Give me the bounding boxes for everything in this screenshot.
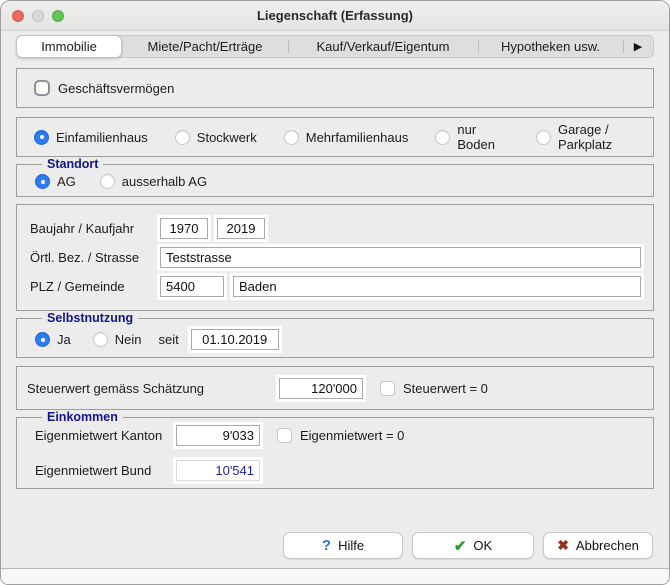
strasse-input[interactable] — [160, 247, 641, 268]
eigenmietwert-null-label: Eigenmietwert = 0 — [300, 428, 405, 443]
title-bar: Liegenschaft (Erfassung) — [1, 1, 669, 31]
help-icon: ? — [321, 537, 332, 554]
steuerwert-null-checkbox-group[interactable]: Steuerwert = 0 — [380, 380, 488, 396]
radio-icon — [283, 129, 299, 145]
steuerwert-panel: Steuerwert gemäss Schätzung Steuerwert =… — [16, 366, 654, 410]
plz-input[interactable] — [160, 276, 224, 297]
eigenmietwert-bund-value — [176, 460, 260, 481]
plz-gemeinde-label: PLZ / Gemeinde — [30, 279, 125, 294]
cancel-button[interactable]: ✖ Abbrechen — [543, 532, 653, 559]
minimize-window-icon[interactable] — [32, 10, 44, 22]
help-button[interactable]: ? Hilfe — [283, 532, 403, 559]
geschaeftsvermoegen-label: Geschäftsvermögen — [58, 80, 175, 96]
radio-selected-icon — [35, 332, 50, 347]
radio-icon — [99, 174, 115, 189]
radio-ag[interactable]: AG — [35, 174, 76, 189]
einkommen-group: Einkommen Eigenmietwert Kanton Eigenmiet… — [16, 410, 654, 489]
tab-immobilie[interactable]: Immobilie — [16, 35, 122, 58]
tab-miete-pacht-ertraege[interactable]: Miete/Pacht/Erträge — [147, 39, 263, 54]
eigenmietwert-bund-label: Eigenmietwert Bund — [35, 463, 152, 478]
geschaeftsvermoegen-checkbox[interactable] — [34, 80, 50, 96]
steuerwert-label: Steuerwert gemäss Schätzung — [27, 380, 205, 396]
steuerwert-null-label: Steuerwert = 0 — [403, 380, 488, 396]
radio-einfamilienhaus[interactable]: Einfamilienhaus — [34, 129, 148, 145]
traffic-lights — [12, 10, 64, 22]
radio-garage-parkplatz[interactable]: Garage / Parkplatz — [535, 122, 653, 152]
radio-nur-boden[interactable]: nur Boden — [435, 122, 509, 152]
radio-icon — [535, 129, 551, 145]
property-type-panel: Einfamilienhaus Stockwerk Mehrfamilienha… — [16, 117, 654, 157]
baujahr-input[interactable] — [160, 218, 208, 239]
radio-selbstnutzung-nein[interactable]: Nein — [92, 332, 141, 347]
radio-selected-icon — [35, 174, 50, 189]
window-bottom-strip — [1, 568, 669, 584]
radio-icon — [92, 332, 108, 347]
radio-icon — [435, 129, 451, 145]
radio-selected-icon — [34, 129, 49, 145]
standort-group: Standort AG ausserhalb AG — [16, 157, 654, 197]
tab-bar: Immobilie Miete/Pacht/Erträge Kauf/Verka… — [16, 35, 654, 58]
standort-legend: Standort — [47, 157, 99, 171]
window-title: Liegenschaft (Erfassung) — [256, 8, 414, 23]
business-assets-panel: Geschäftsvermögen — [16, 68, 654, 108]
selbstnutzung-group: Selbstnutzung Ja Nein seit — [16, 311, 654, 358]
ok-button[interactable]: ✔ OK — [412, 532, 534, 559]
eigenmietwert-null-checkbox-group[interactable]: Eigenmietwert = 0 — [277, 428, 404, 443]
radio-stockwerk[interactable]: Stockwerk — [174, 129, 257, 145]
radio-icon — [174, 129, 190, 145]
eigenmietwert-kanton-label: Eigenmietwert Kanton — [35, 428, 163, 443]
seit-datum-input[interactable] — [190, 329, 279, 350]
zoom-window-icon[interactable] — [52, 10, 64, 22]
einkommen-legend: Einkommen — [47, 410, 118, 424]
steuerwert-null-checkbox[interactable] — [380, 380, 395, 396]
strasse-label: Örtl. Bez. / Strasse — [30, 250, 140, 265]
baujahr-kaufjahr-label: Baujahr / Kaufjahr — [30, 221, 135, 236]
radio-ausserhalb-ag[interactable]: ausserhalb AG — [99, 174, 207, 189]
cancel-x-icon: ✖ — [557, 537, 569, 553]
tab-kauf-verkauf-eigentum[interactable]: Kauf/Verkauf/Eigentum — [288, 36, 478, 57]
steuerwert-input[interactable] — [279, 377, 363, 399]
seit-label: seit — [158, 332, 179, 347]
tab-hypotheken[interactable]: Hypotheken usw. — [478, 36, 623, 57]
dialog-buttons: ? Hilfe ✔ OK ✖ Abbrechen — [283, 532, 653, 559]
eigenmietwert-null-checkbox[interactable] — [277, 428, 292, 443]
eigenmietwert-kanton-input[interactable] — [176, 425, 260, 446]
radio-selbstnutzung-ja[interactable]: Ja — [35, 332, 71, 347]
selbstnutzung-legend: Selbstnutzung — [47, 311, 134, 325]
radio-mehrfamilienhaus[interactable]: Mehrfamilienhaus — [283, 129, 408, 145]
checkmark-icon: ✔ — [453, 537, 467, 555]
kaufjahr-input[interactable] — [217, 218, 265, 239]
address-panel: Baujahr / Kaufjahr Örtl. Bez. / Strasse … — [16, 204, 654, 311]
tab-overflow-arrow-icon[interactable]: ▶ — [623, 36, 653, 57]
close-window-icon[interactable] — [12, 10, 24, 22]
gemeinde-input[interactable] — [233, 276, 641, 297]
